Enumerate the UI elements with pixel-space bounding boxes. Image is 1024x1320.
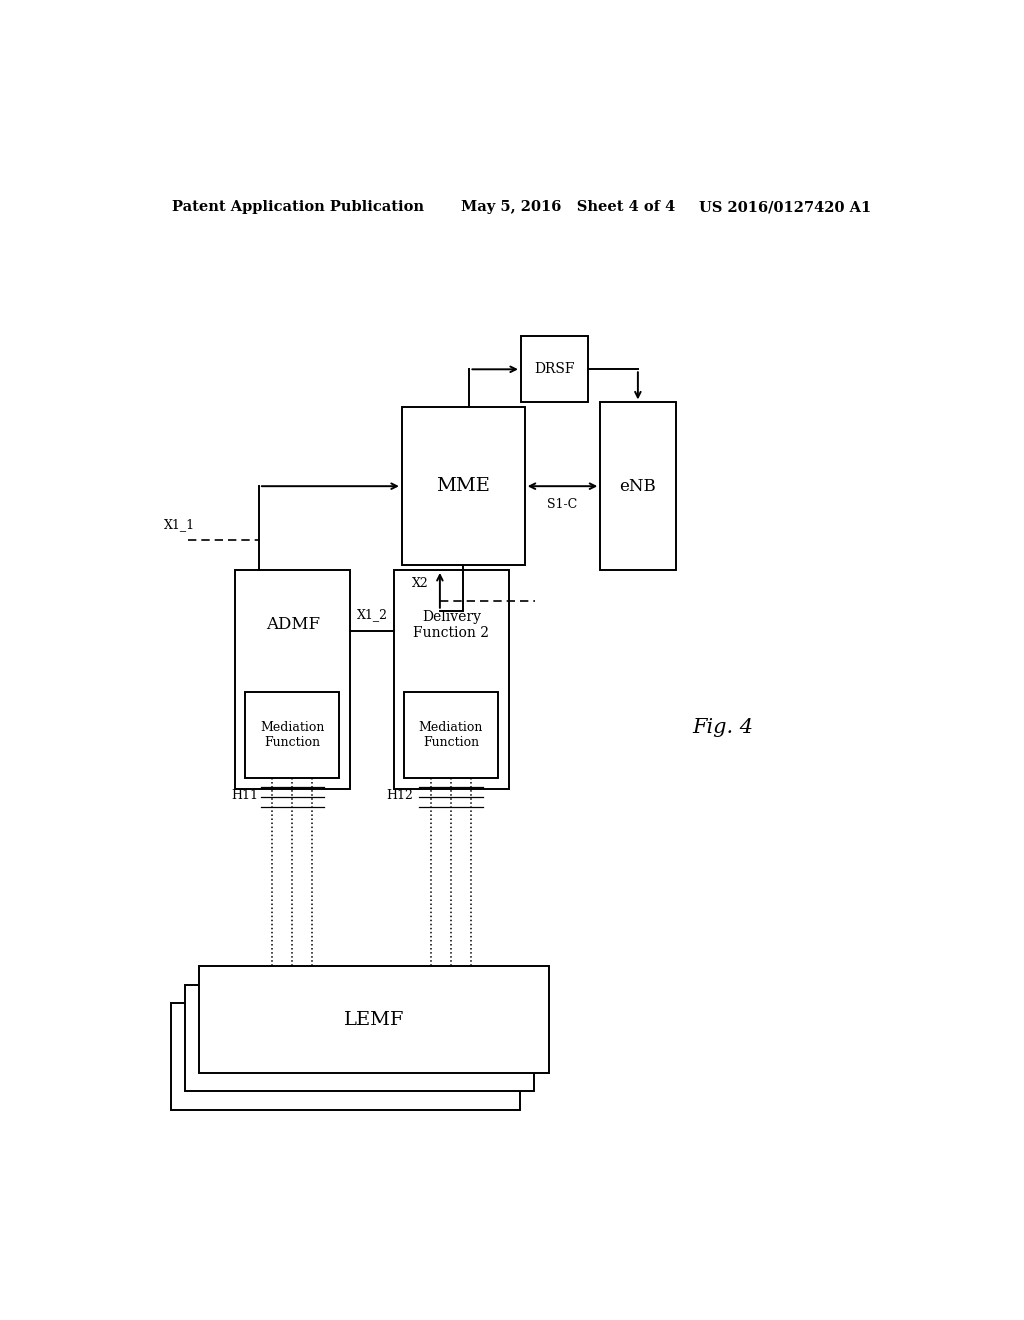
Text: ADMF: ADMF (265, 616, 319, 634)
Text: MME: MME (436, 478, 490, 495)
Text: Fig. 4: Fig. 4 (692, 718, 754, 737)
Bar (171, 1003, 520, 1110)
Text: X2: X2 (412, 577, 428, 590)
Text: DRSF: DRSF (535, 362, 574, 376)
Text: LEMF: LEMF (344, 1011, 404, 1028)
Bar (185, 985, 535, 1092)
Bar (521, 337, 588, 403)
Bar (200, 966, 549, 1073)
Bar (401, 408, 524, 565)
Text: May 5, 2016   Sheet 4 of 4: May 5, 2016 Sheet 4 of 4 (461, 201, 676, 214)
Text: X1_1: X1_1 (164, 519, 196, 532)
Bar (236, 570, 350, 788)
Text: H12: H12 (386, 788, 413, 801)
Text: S1-C: S1-C (548, 498, 578, 511)
Text: Delivery
Function 2: Delivery Function 2 (414, 610, 489, 640)
Text: X1_2: X1_2 (356, 609, 387, 622)
Bar (394, 570, 509, 788)
Text: H11: H11 (231, 788, 258, 801)
Text: US 2016/0127420 A1: US 2016/0127420 A1 (699, 201, 871, 214)
Bar (246, 692, 339, 779)
Text: Mediation
Function: Mediation Function (419, 721, 483, 750)
Text: Mediation
Function: Mediation Function (260, 721, 325, 750)
Text: Patent Application Publication: Patent Application Publication (172, 201, 424, 214)
Text: eNB: eNB (620, 478, 656, 495)
Bar (404, 692, 498, 779)
Bar (600, 403, 676, 570)
